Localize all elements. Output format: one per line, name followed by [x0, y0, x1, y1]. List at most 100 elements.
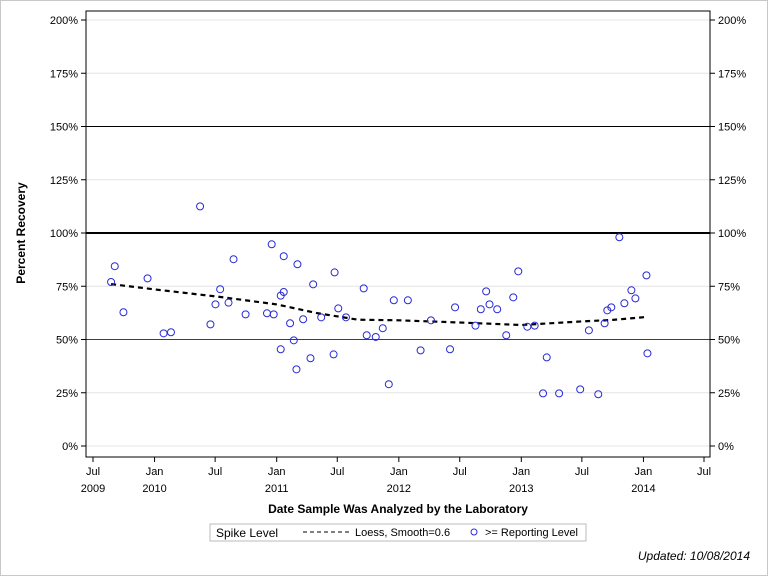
data-point — [426, 316, 435, 325]
y-tick-label: 125% — [50, 175, 78, 187]
data-point — [229, 255, 238, 264]
data-point — [330, 268, 339, 277]
data-point — [293, 260, 302, 269]
data-point — [267, 240, 276, 249]
x-tick-year-label: 2013 — [509, 483, 533, 495]
legend-label-reporting-level: >= Reporting Level — [485, 527, 578, 539]
data-point — [594, 390, 603, 399]
data-point — [224, 298, 233, 307]
y-axis-title: Percent Recovery — [14, 182, 28, 284]
x-tick-label: Jul — [330, 466, 344, 478]
data-point — [143, 274, 152, 283]
data-point — [389, 296, 398, 305]
y-tick-label-right: 150% — [718, 122, 746, 134]
x-tick-year-label: 2011 — [265, 483, 289, 495]
data-point — [643, 349, 652, 358]
y-tick-label-right: 75% — [718, 281, 740, 293]
y-tick-label-right: 200% — [718, 15, 746, 27]
data-point — [555, 389, 564, 398]
legend-swatch-marker — [470, 528, 478, 536]
data-point — [615, 233, 624, 242]
x-tick-label: Jan — [146, 466, 164, 478]
data-point — [607, 303, 616, 312]
data-point — [362, 331, 371, 340]
y-tick-label: 100% — [50, 228, 78, 240]
data-point — [206, 320, 215, 329]
data-point — [279, 252, 288, 261]
data-point — [539, 389, 548, 398]
data-point — [509, 293, 518, 302]
reference-lines — [86, 126, 710, 340]
legend-label-spike-level: Spike Level — [216, 526, 278, 540]
y-tick-label: 200% — [50, 15, 78, 27]
x-tick-year-label: 2009 — [81, 483, 105, 495]
data-point — [403, 296, 412, 305]
x-tick-year-label: 2014 — [631, 483, 655, 495]
updated-timestamp: Updated: 10/08/2014 — [638, 549, 750, 563]
x-tick-label: Jan — [390, 466, 408, 478]
data-point — [530, 321, 539, 330]
data-point — [378, 324, 387, 333]
data-point — [341, 313, 350, 322]
x-tick-label: Jan — [635, 466, 653, 478]
x-tick-label: Jan — [512, 466, 530, 478]
data-point — [502, 331, 511, 340]
x-tick-label: Jul — [86, 466, 100, 478]
data-point — [493, 305, 502, 314]
y-tick-label: 0% — [62, 441, 78, 453]
data-point — [159, 329, 168, 338]
data-point — [471, 321, 480, 330]
legend-label-loess: Loess, Smooth=0.6 — [355, 527, 450, 539]
data-point — [119, 308, 128, 317]
x-tick-label: Jul — [453, 466, 467, 478]
y-tick-label-right: 50% — [718, 335, 740, 347]
data-point — [359, 284, 368, 293]
x-tick-label: Jul — [208, 466, 222, 478]
data-point — [107, 277, 116, 286]
data-point — [211, 300, 220, 309]
data-point — [482, 287, 491, 296]
legend-box — [209, 523, 587, 542]
y-axis: 0% 0% 25% 25% 50% 50% 75% 75% 100% 100% 125% 125% 15… — [50, 15, 746, 453]
plot-frame — [85, 10, 711, 458]
data-point — [542, 353, 551, 362]
data-point — [584, 326, 593, 335]
y-tick-label-right: 175% — [718, 68, 746, 80]
data-point — [289, 336, 298, 345]
data-point — [642, 271, 651, 280]
data-point — [631, 294, 640, 303]
data-point — [196, 202, 205, 211]
data-point — [166, 328, 175, 337]
y-tick-label-right: 100% — [718, 228, 746, 240]
x-axis-title: Date Sample Was Analyzed by the Laborato… — [268, 502, 528, 516]
data-point — [309, 280, 318, 289]
data-point — [600, 319, 609, 328]
legend: Spike Level Loess, Smooth=0.6 >= Reporti… — [209, 523, 587, 542]
x-tick-label: Jan — [268, 466, 286, 478]
y-tick-label-right: 0% — [718, 441, 734, 453]
data-point — [306, 354, 315, 363]
data-point — [627, 286, 636, 295]
x-tick-label: Jul — [697, 466, 711, 478]
data-point — [514, 267, 523, 276]
data-point — [451, 303, 460, 312]
data-point — [334, 304, 343, 313]
y-tick-label: 175% — [50, 68, 78, 80]
data-point — [292, 365, 301, 374]
data-point — [446, 345, 455, 354]
y-tick-label-right: 125% — [718, 175, 746, 187]
loess-line — [110, 283, 648, 327]
x-axis: Jul 2009 Jan 2010 Jul Jan 2011 Jul Jan 2012 Jul Jan… — [81, 457, 711, 495]
y-tick-label: 50% — [56, 335, 78, 347]
y-tick-label: 75% — [56, 281, 78, 293]
data-point — [620, 299, 629, 308]
data-point — [279, 288, 288, 297]
data-point — [241, 310, 250, 319]
x-tick-year-label: 2010 — [142, 483, 166, 495]
x-tick-label: Jul — [575, 466, 589, 478]
data-point — [286, 319, 295, 328]
x-tick-year-label: 2012 — [387, 483, 411, 495]
data-point — [576, 385, 585, 394]
